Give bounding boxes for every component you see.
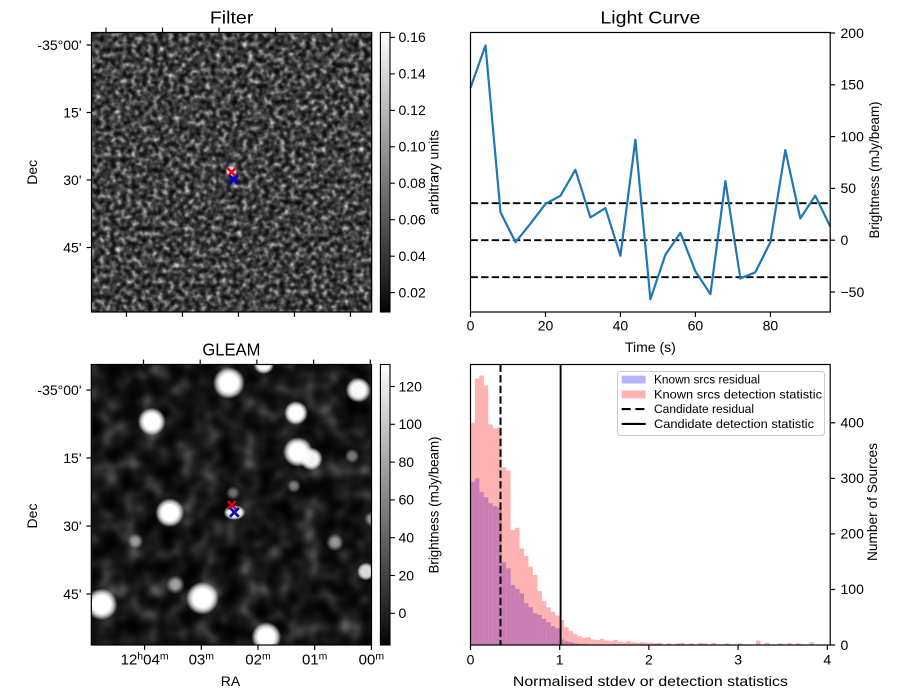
svg-text:arbitrary units: arbitrary units — [426, 130, 442, 215]
svg-text:Filter: Filter — [210, 8, 254, 28]
svg-text:40: 40 — [399, 530, 415, 546]
svg-text:Light Curve: Light Curve — [600, 8, 700, 28]
svg-text:20: 20 — [399, 567, 415, 583]
svg-text:30': 30' — [63, 172, 81, 188]
svg-text:0.04: 0.04 — [399, 248, 426, 264]
svg-text:3: 3 — [734, 652, 742, 668]
svg-text:0.14: 0.14 — [399, 66, 426, 82]
svg-text:Brightness (mJy/beam): Brightness (mJy/beam) — [426, 437, 442, 574]
svg-text:100: 100 — [399, 416, 423, 432]
svg-text:0.10: 0.10 — [399, 139, 426, 155]
svg-text:0.08: 0.08 — [399, 175, 426, 191]
svg-text:200: 200 — [841, 25, 865, 41]
svg-text:-35°00': -35°00' — [37, 37, 81, 53]
svg-text:80: 80 — [399, 454, 415, 470]
svg-text:Known srcs detection statistic: Known srcs detection statistic — [654, 388, 822, 402]
svg-text:200: 200 — [841, 526, 865, 542]
svg-text:Dec: Dec — [24, 160, 40, 185]
svg-text:45': 45' — [63, 239, 81, 255]
svg-text:Known srcs residual: Known srcs residual — [654, 373, 760, 387]
svg-text:60: 60 — [399, 492, 415, 508]
svg-text:0: 0 — [467, 318, 475, 334]
svg-text:Brightness (mJy/beam): Brightness (mJy/beam) — [866, 102, 882, 239]
svg-text:Candidate residual: Candidate residual — [654, 402, 754, 416]
svg-text:GLEAM: GLEAM — [202, 339, 260, 359]
svg-text:Candidate detection statistic: Candidate detection statistic — [654, 417, 814, 431]
svg-text:Dec: Dec — [24, 504, 40, 529]
svg-text:0: 0 — [467, 652, 475, 668]
svg-text:0.12: 0.12 — [399, 102, 426, 118]
svg-text:150: 150 — [841, 77, 865, 93]
svg-text:0.02: 0.02 — [399, 284, 426, 300]
svg-text:100: 100 — [841, 128, 865, 144]
svg-text:12h04m: 12h04m — [121, 651, 169, 669]
svg-text:0.16: 0.16 — [399, 29, 426, 45]
svg-text:400: 400 — [841, 415, 865, 431]
svg-text:2: 2 — [645, 652, 653, 668]
svg-text:−50: −50 — [841, 284, 865, 300]
svg-text:40: 40 — [613, 318, 629, 334]
svg-text:4: 4 — [823, 652, 831, 668]
svg-text:0: 0 — [399, 605, 407, 621]
svg-text:120: 120 — [399, 378, 423, 394]
svg-text:Time (s): Time (s) — [625, 339, 676, 355]
svg-text:20: 20 — [538, 318, 554, 334]
svg-text:0: 0 — [841, 637, 849, 653]
svg-text:60: 60 — [688, 318, 704, 334]
svg-text:15': 15' — [63, 450, 81, 466]
svg-text:45': 45' — [63, 586, 81, 602]
svg-text:100: 100 — [841, 581, 865, 597]
svg-text:50: 50 — [841, 180, 857, 196]
svg-text:Normalised stdev or detection: Normalised stdev or detection statistics — [513, 673, 788, 689]
svg-text:0: 0 — [841, 232, 849, 248]
svg-text:1: 1 — [556, 652, 564, 668]
svg-text:-35°00': -35°00' — [37, 382, 81, 398]
svg-text:300: 300 — [841, 470, 865, 486]
svg-text:30': 30' — [63, 518, 81, 534]
svg-text:0.06: 0.06 — [399, 212, 426, 228]
svg-text:RA: RA — [221, 673, 241, 689]
svg-text:15': 15' — [63, 104, 81, 120]
svg-text:80: 80 — [763, 318, 779, 334]
svg-text:Number of Sources: Number of Sources — [864, 443, 880, 561]
